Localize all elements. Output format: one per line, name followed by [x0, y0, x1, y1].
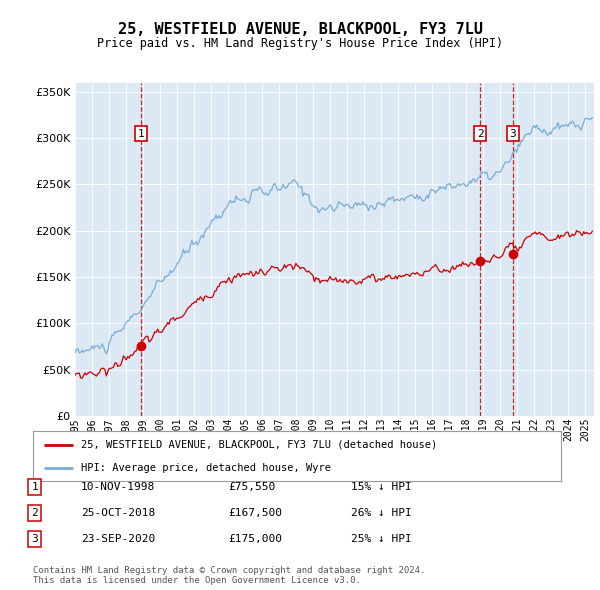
Text: 23-SEP-2020: 23-SEP-2020 — [81, 534, 155, 543]
Text: 26% ↓ HPI: 26% ↓ HPI — [351, 508, 412, 517]
Text: 2: 2 — [31, 508, 38, 517]
Text: 25% ↓ HPI: 25% ↓ HPI — [351, 534, 412, 543]
Text: 2: 2 — [477, 129, 484, 139]
Text: 10-NOV-1998: 10-NOV-1998 — [81, 482, 155, 491]
Text: £175,000: £175,000 — [228, 534, 282, 543]
Text: 25, WESTFIELD AVENUE, BLACKPOOL, FY3 7LU: 25, WESTFIELD AVENUE, BLACKPOOL, FY3 7LU — [118, 22, 482, 37]
Text: 3: 3 — [509, 129, 516, 139]
Text: £75,550: £75,550 — [228, 482, 275, 491]
Text: 3: 3 — [31, 534, 38, 543]
Text: 25, WESTFIELD AVENUE, BLACKPOOL, FY3 7LU (detached house): 25, WESTFIELD AVENUE, BLACKPOOL, FY3 7LU… — [80, 440, 437, 450]
Text: £167,500: £167,500 — [228, 508, 282, 517]
Text: Price paid vs. HM Land Registry's House Price Index (HPI): Price paid vs. HM Land Registry's House … — [97, 37, 503, 50]
Text: 1: 1 — [137, 129, 144, 139]
Text: 1: 1 — [31, 482, 38, 491]
Text: Contains HM Land Registry data © Crown copyright and database right 2024.
This d: Contains HM Land Registry data © Crown c… — [33, 566, 425, 585]
Text: HPI: Average price, detached house, Wyre: HPI: Average price, detached house, Wyre — [80, 463, 331, 473]
Text: 25-OCT-2018: 25-OCT-2018 — [81, 508, 155, 517]
Text: 15% ↓ HPI: 15% ↓ HPI — [351, 482, 412, 491]
